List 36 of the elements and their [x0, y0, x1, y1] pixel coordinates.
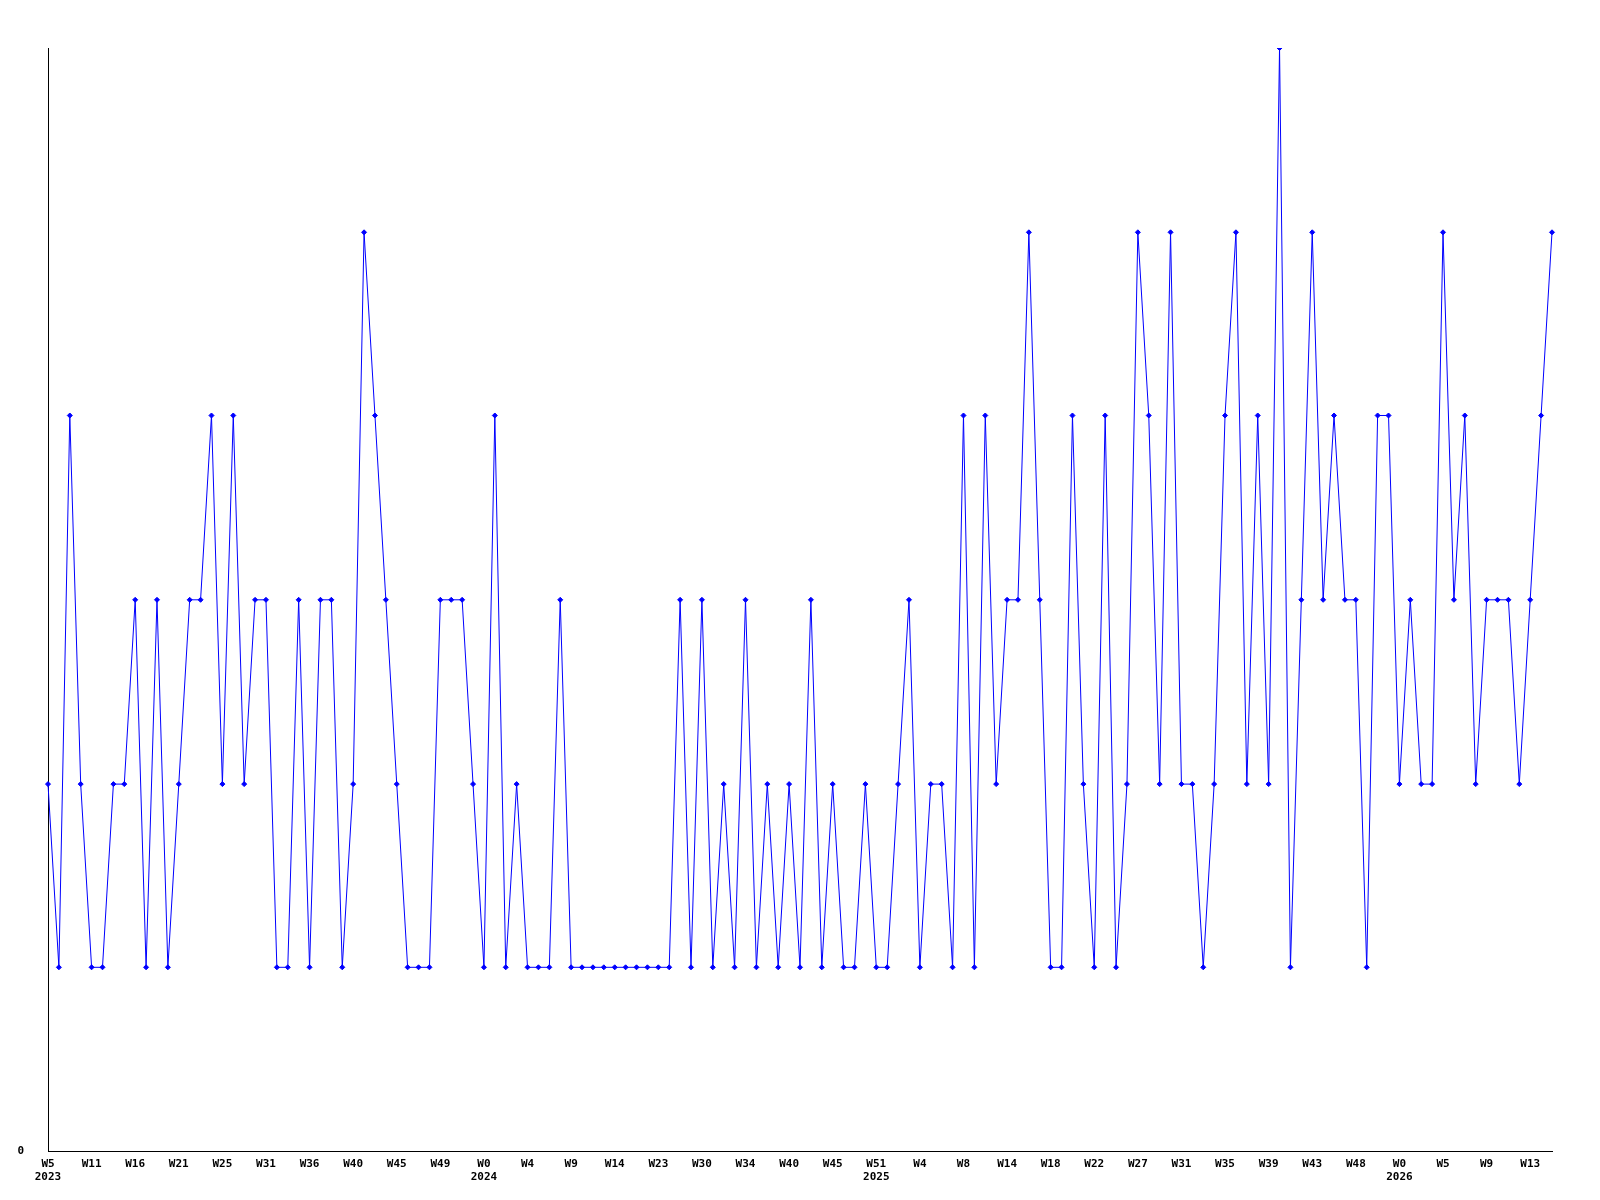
x-tick-label: W4 — [520, 1157, 535, 1171]
x-tick-label: W11 — [81, 1157, 102, 1171]
x-tick-label: W35 — [1215, 1157, 1235, 1171]
x-tick-label: W14 — [604, 1157, 626, 1171]
x-tick-label: W0 2024 — [470, 1157, 498, 1184]
x-tick-label: W34 — [735, 1157, 756, 1171]
x-tick-label: W21 — [168, 1157, 190, 1171]
x-tick-label: W13 — [1520, 1157, 1541, 1171]
text: 0 — [17, 1144, 24, 1158]
x-tick-label: W27 — [1127, 1157, 1148, 1171]
x-tick-label: W36 — [299, 1157, 320, 1171]
x-tick-label: W45 — [822, 1157, 843, 1171]
x-tick-label: W39 — [1258, 1157, 1279, 1171]
x-tick-label: W5 2023 — [34, 1157, 62, 1184]
x-tick-label: W8 — [956, 1157, 971, 1171]
x-tick-label: W31 — [1171, 1157, 1192, 1171]
x-tick-label: W51 2025 — [863, 1157, 890, 1184]
x-tick-label: W23 — [648, 1157, 669, 1171]
x-tick-label: W22 — [1084, 1157, 1105, 1171]
x-tick-label: W9 — [564, 1157, 578, 1171]
x-tick-label: W43 — [1302, 1157, 1323, 1171]
x-tick-label: W5 — [1436, 1157, 1450, 1171]
x-tick-label: W45 — [386, 1157, 407, 1171]
x-tick-label: W4 — [913, 1157, 927, 1171]
x-tick-label: W49 — [430, 1157, 451, 1171]
x-tick-label: W40 — [779, 1157, 800, 1171]
x-tick-label: W48 — [1345, 1157, 1366, 1171]
x-tick-label: W30 — [691, 1157, 712, 1171]
x-tick-label: W9 — [1479, 1157, 1494, 1171]
x-tick-label: W14 — [997, 1157, 1018, 1171]
x-tick-label: W31 — [256, 1157, 277, 1171]
x-tick-label: W40 — [343, 1157, 364, 1171]
x-tick-label: W0 2026 — [1386, 1157, 1414, 1184]
x-tick-label: W25 — [212, 1157, 233, 1171]
x-tick-label: W18 — [1040, 1157, 1061, 1171]
x-tick-label: W16 — [125, 1157, 146, 1171]
